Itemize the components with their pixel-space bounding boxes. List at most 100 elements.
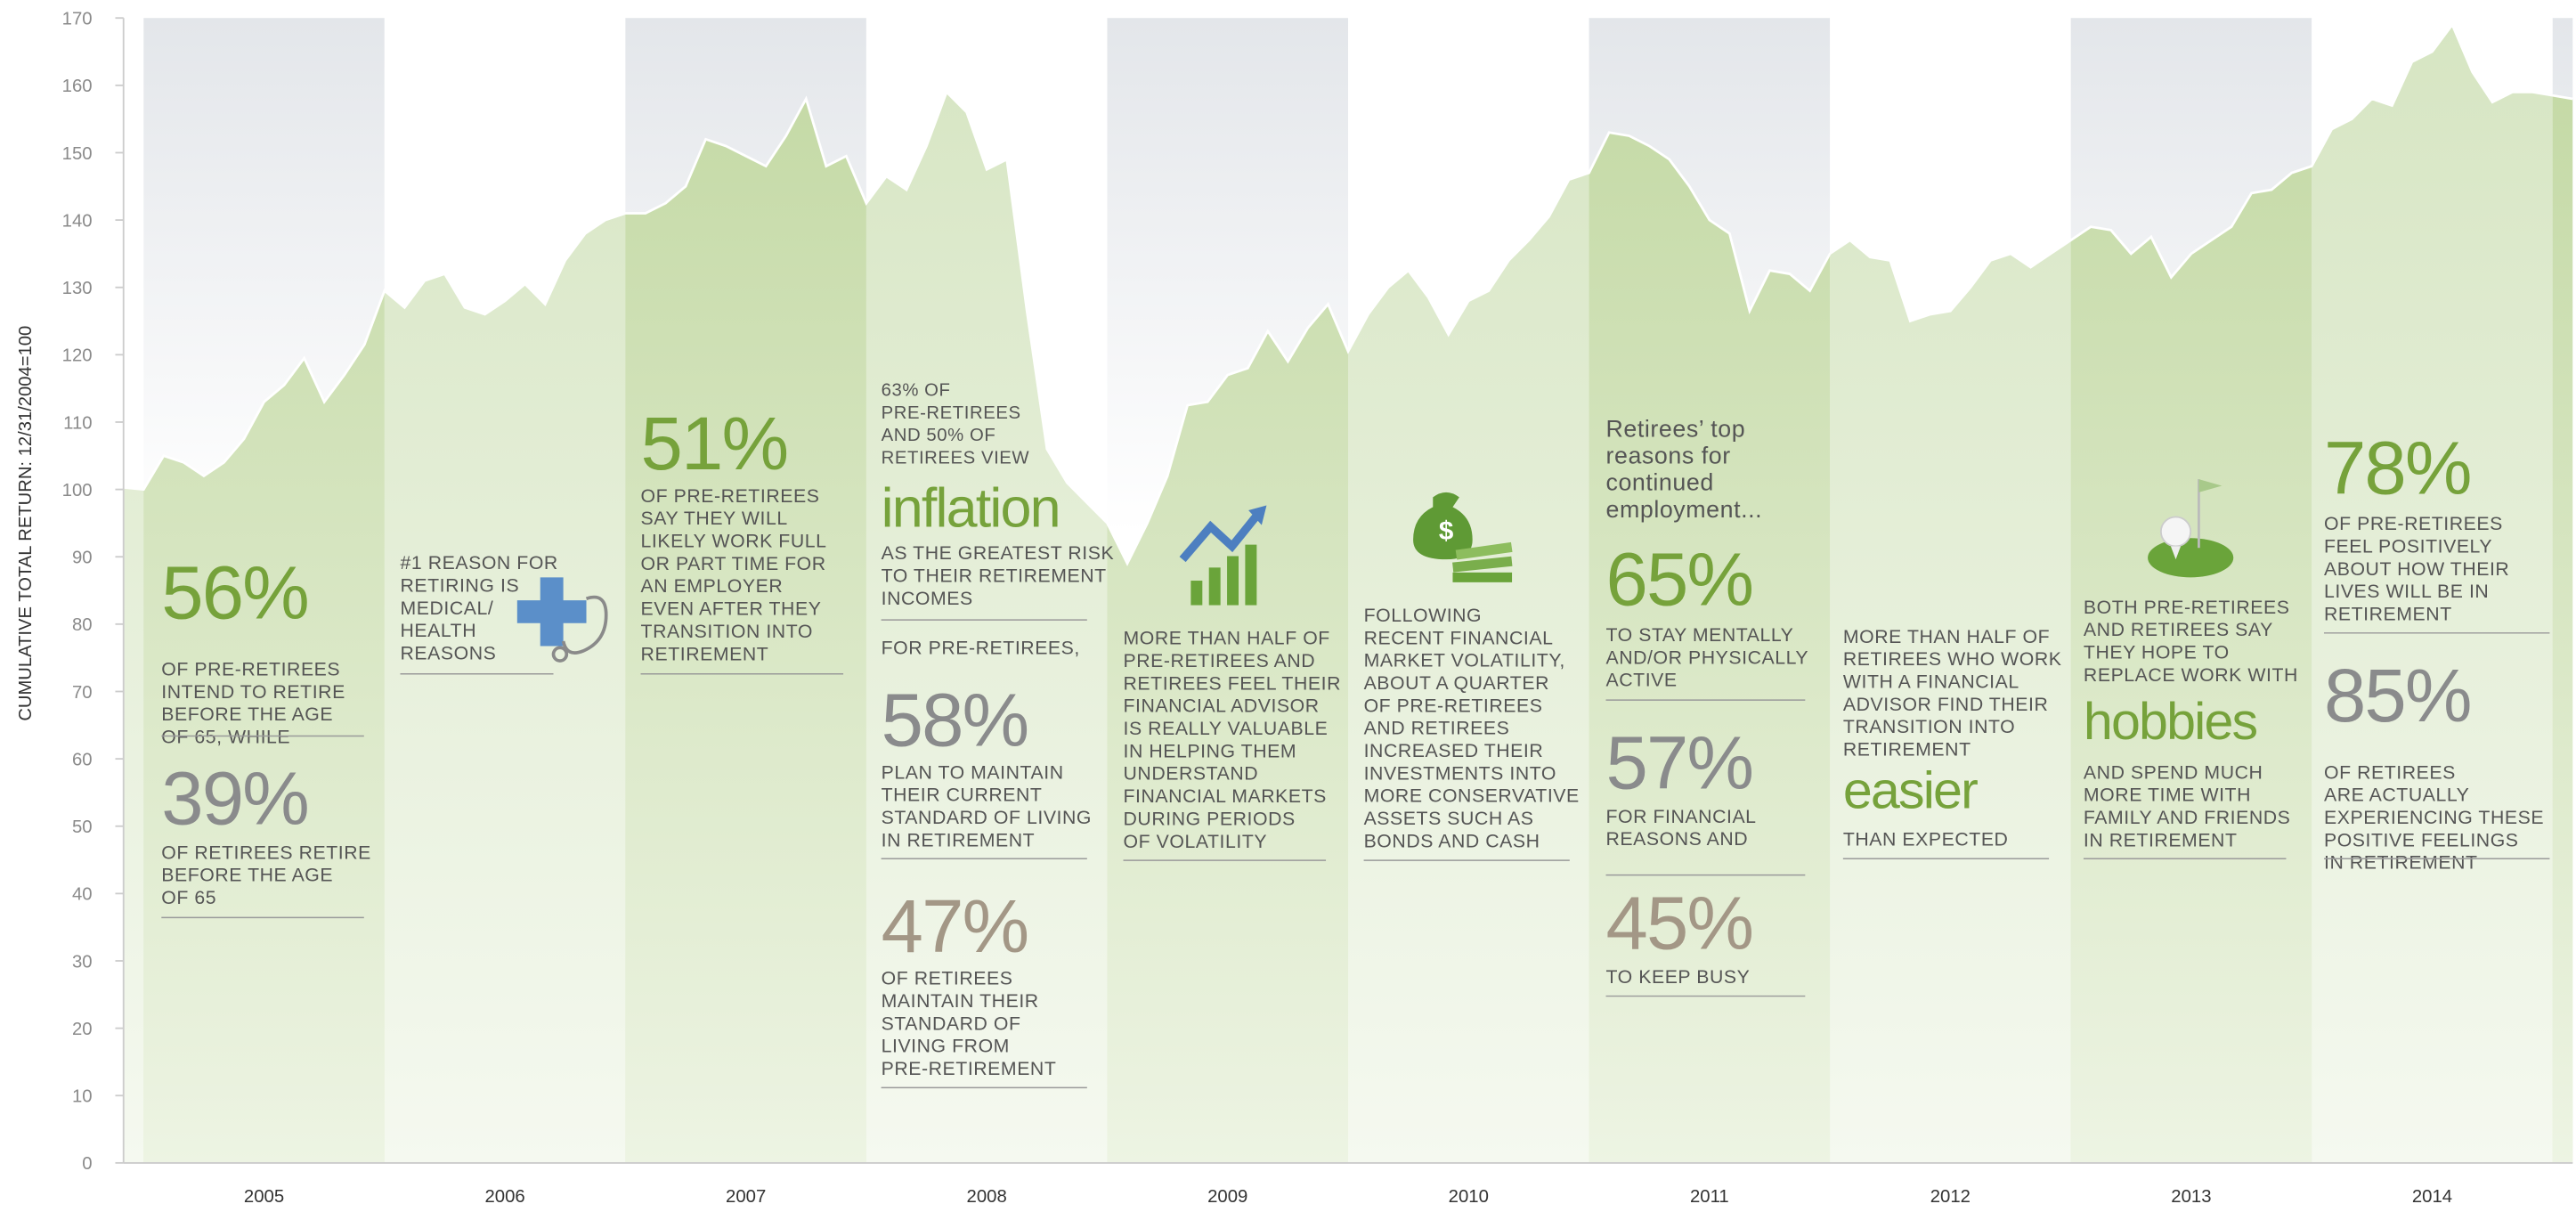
annotation-line: REASONS [400, 644, 496, 664]
annotation-line: OF PRE-RETIREES [641, 486, 820, 507]
annotation-line: OF 65 [161, 888, 216, 908]
x-tick-label: 2010 [1449, 1187, 1489, 1207]
area-band [625, 24, 866, 1163]
golf-icon [2148, 479, 2234, 578]
annotation-line: MAINTAIN THEIR [882, 991, 1039, 1012]
annotation-line: INCOMES [882, 589, 973, 609]
annotation-line: RETIREMENT [1843, 740, 1971, 761]
annotation-line: continued [1606, 469, 1714, 496]
annotation: OF PRE-RETIREES SAY THEY WILL LIKELY WORK … [641, 486, 827, 664]
annotation-line: 56% [161, 550, 308, 635]
annotation-line: INVESTMENTS INTO [1364, 763, 1556, 784]
annotation-line: AND 50% OF [882, 426, 996, 445]
annotation-line: AS THE GREATEST RISK [882, 543, 1115, 564]
annotation-line: 39% [161, 756, 308, 841]
annotation-line: LIVES WILL BE IN [2324, 582, 2489, 602]
annotation: Retirees’ top reasons for continued employm… [1606, 415, 1763, 522]
annotation: 85% [2324, 653, 2471, 737]
annotation-line: PRE-RETIREES AND [1124, 651, 1316, 671]
annotation-line: TRANSITION INTO [641, 622, 813, 642]
annotation-line: 45% [1606, 881, 1753, 965]
annotation-line: reasons for [1606, 443, 1731, 469]
annotation-line: PRE-RETIREMENT [882, 1059, 1057, 1079]
annotation-line: OR PART TIME FOR [641, 554, 826, 574]
annotation: 58% [882, 678, 1028, 762]
annotation-line: OF PRE-RETIREES [2324, 514, 2503, 534]
y-tick-label: 60 [72, 751, 93, 770]
y-tick-label: 50 [72, 817, 93, 837]
y-tick-label: 140 [62, 211, 93, 231]
y-tick-label: 130 [62, 279, 93, 298]
annotation: OF RETIREES MAINTAIN THEIR STANDARD OF LIVI… [882, 969, 1057, 1079]
annotation: 56% [161, 550, 308, 635]
annotation-line: IS REALLY VALUABLE [1124, 719, 1329, 739]
annotation-line: MORE THAN HALF OF [1843, 627, 2050, 647]
annotation: TO STAY MENTALLY AND/OR PHYSICALLY ACTIVE [1606, 625, 1809, 691]
annotation: 63% OF PRE-RETIREES AND 50% OF RETIREES VIE… [882, 381, 1030, 468]
y-tick-label: 110 [63, 413, 92, 433]
annotation-line: easier [1843, 762, 1978, 820]
annotation-line: 51% [641, 401, 788, 485]
y-axis-label: CUMULATIVE TOTAL RETURN: 12/31/2004=100 [16, 326, 36, 721]
annotation-line: MORE CONSERVATIVE [1364, 786, 1580, 807]
annotation: FOR PRE-RETIREES, [882, 639, 1080, 659]
annotation: 47% [882, 883, 1028, 968]
y-tick-label: 90 [72, 549, 93, 568]
annotation-line: #1 REASON FOR [400, 553, 557, 573]
annotation: hobbies [2084, 693, 2257, 751]
annotation-line: 63% OF [882, 381, 951, 401]
annotation-line: FEEL POSITIVELY [2324, 537, 2492, 557]
annotation-line: RETIREES FEEL THEIR [1124, 673, 1341, 694]
annotation-line: RETIREES WHO WORK [1843, 649, 2062, 670]
x-tick-label: 2014 [2412, 1187, 2452, 1207]
annotation-line: RETIREMENT [641, 644, 769, 664]
annotation: inflation [882, 477, 1060, 540]
annotation-line: THEIR CURRENT [882, 785, 1043, 806]
annotation-line: INCREASED THEIR [1364, 741, 1544, 761]
annotation-line: FOR FINANCIAL [1606, 807, 1757, 827]
annotation-line: employment... [1606, 496, 1763, 523]
annotation-line: RETIREES VIEW [882, 449, 1030, 468]
annotation-line: WITH A FINANCIAL [1843, 672, 2019, 693]
annotation-line: ASSETS SUCH AS [1364, 809, 1534, 829]
annotation-line: HEALTH [400, 621, 476, 641]
annotation-line: IN RETIREMENT [2084, 830, 2238, 850]
annotation-line: OF RETIREES [2324, 762, 2456, 783]
x-tick-label: 2008 [967, 1187, 1007, 1207]
annotation-line: RETIREMENT [2324, 605, 2452, 625]
annotation: 78% [2324, 426, 2471, 510]
annotation-line: OF PRE-RETIREES [161, 660, 340, 680]
medical-icon [516, 577, 608, 663]
area-band [2312, 24, 2553, 1163]
annotation-line: TRANSITION INTO [1843, 717, 2015, 737]
annotation-line: TO KEEP BUSY [1606, 967, 1751, 988]
annotation: 45% [1606, 881, 1753, 965]
annotation-line: AND SPEND MUCH [2084, 762, 2263, 783]
annotation-line: BEFORE THE AGE [161, 704, 333, 725]
annotation-line: MORE TIME WITH [2084, 785, 2251, 806]
annotation-line: FINANCIAL ADVISOR [1124, 696, 1320, 717]
area-line [123, 22, 2573, 566]
annotation-line: RETIRING IS [400, 576, 519, 597]
annotation-line: FINANCIAL MARKETS [1124, 786, 1327, 807]
annotation-line: MEDICAL/ [400, 598, 493, 619]
annotation-line: STANDARD OF LIVING [882, 808, 1092, 828]
annotation-line: PLAN TO MAINTAIN [882, 762, 1064, 783]
annotation-line: IN RETIREMENT [2324, 853, 2478, 874]
y-tick-label: 120 [62, 346, 93, 366]
annotation-line: INTEND TO RETIRE [161, 682, 345, 703]
y-tick-label: 20 [72, 1020, 93, 1039]
annotation: 65% [1606, 537, 1753, 622]
x-tick-label: 2013 [2171, 1187, 2211, 1207]
x-tick-label: 2007 [726, 1187, 766, 1207]
annotation: OF RETIREES RETIRE BEFORE THE AGE OF 65 [161, 842, 371, 908]
x-tick-label: 2006 [484, 1187, 524, 1207]
annotation-line: POSITIVE FEELINGS [2324, 830, 2519, 850]
annotation-line: ACTIVE [1606, 671, 1678, 691]
annotation: OF PRE-RETIREES INTEND TO RETIRE BEFORE TH… [161, 660, 345, 748]
annotation-line: AND/OR PHYSICALLY [1606, 647, 1809, 668]
y-tick-label: 40 [72, 885, 93, 905]
annotation-line: FOR PRE-RETIREES, [882, 639, 1080, 659]
annotation-line: FAMILY AND FRIENDS [2084, 808, 2291, 828]
